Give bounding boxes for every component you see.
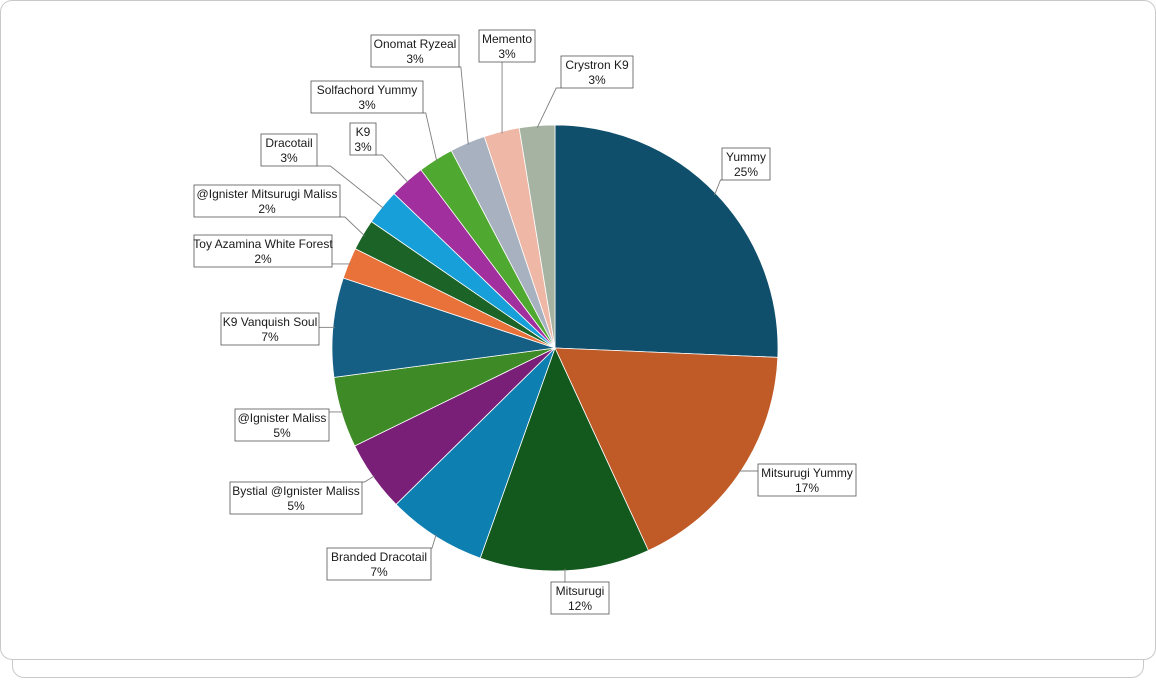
leader-line-yummy xyxy=(714,179,722,196)
data-label-name-branded-dracotail: Branded Dracotail xyxy=(331,550,427,564)
data-label-box-dracotail xyxy=(260,133,318,167)
leader-line-branded-dracotail xyxy=(431,534,437,549)
data-label-pct-mitsurugi: 12% xyxy=(568,599,592,613)
data-label-pct-toy-azamina-white-forest: 2% xyxy=(254,252,272,266)
data-label-name-crystron-k9: Crystron K9 xyxy=(565,58,629,72)
data-label-box-toy-azamina-white-forest xyxy=(193,234,333,268)
data-label-box-ignister-maliss xyxy=(234,408,330,442)
data-label-box-yummy xyxy=(721,147,771,181)
leader-line-bystial-ignister-maliss xyxy=(362,475,375,483)
data-label-box-mitsurugi xyxy=(550,581,610,615)
pie-slice-branded-dracotail xyxy=(395,347,556,559)
data-label-name-mitsurugi-yummy: Mitsurugi Yummy xyxy=(761,466,853,480)
data-label-box-solfachord-yummy xyxy=(310,80,424,114)
data-label-name-memento: Memento xyxy=(482,32,532,46)
data-label-name-bystial-ignister-maliss: Bystial @Ignister Maliss xyxy=(232,484,360,498)
data-label-pct-memento: 3% xyxy=(498,47,516,61)
data-label-name-dracotail: Dracotail xyxy=(265,136,312,150)
data-label-pct-mitsurugi-yummy: 17% xyxy=(795,481,819,495)
data-label-box-onomat-ryzeal xyxy=(370,34,460,68)
data-label-name-toy-azamina-white-forest: Toy Azamina White Forest xyxy=(193,237,333,251)
leader-lines xyxy=(317,62,758,582)
data-label-box-bystial-ignister-maliss xyxy=(229,481,363,515)
pie-slice-crystron-k9 xyxy=(518,124,556,349)
leader-line-k9 xyxy=(376,154,409,183)
data-label-box-crystron-k9 xyxy=(560,55,634,89)
data-label-name-k9: K9 xyxy=(356,125,371,139)
data-label-name-ignister-maliss: @Ignister Maliss xyxy=(238,411,327,425)
data-label-name-ignister-mitsurugi-maliss: @Ignister Mitsurugi Maliss xyxy=(197,187,338,201)
data-label-pct-ignister-maliss: 5% xyxy=(273,426,291,440)
data-label-box-mitsurugi-yummy xyxy=(757,463,857,497)
data-label-pct-yummy: 25% xyxy=(734,165,758,179)
data-label-name-onomat-ryzeal: Onomat Ryzeal xyxy=(374,37,457,51)
pie-slice-mitsurugi-yummy xyxy=(554,347,779,552)
data-label-box-ignister-mitsurugi-maliss xyxy=(193,184,341,218)
data-label-box-memento xyxy=(478,29,536,63)
data-label-pct-k9: 3% xyxy=(354,140,372,154)
data-label-pct-solfachord-yummy: 3% xyxy=(358,98,376,112)
data-label-pct-crystron-k9: 3% xyxy=(588,73,606,87)
data-label-name-solfachord-yummy: Solfachord Yummy xyxy=(317,83,418,97)
data-label-box-k9 xyxy=(349,122,377,156)
data-label-pct-k9-vanquish-soul: 7% xyxy=(261,330,279,344)
data-label-pct-onomat-ryzeal: 3% xyxy=(406,52,424,66)
data-label-pct-ignister-mitsurugi-maliss: 2% xyxy=(258,202,276,216)
data-label-box-k9-vanquish-soul xyxy=(220,312,320,346)
data-label-name-mitsurugi: Mitsurugi xyxy=(556,584,605,598)
data-label-pct-branded-dracotail: 7% xyxy=(370,565,388,579)
data-label-name-k9-vanquish-soul: K9 Vanquish Soul xyxy=(223,315,318,329)
data-label-name-yummy: Yummy xyxy=(726,150,766,164)
leader-line-solfachord-yummy xyxy=(423,112,438,162)
data-label-box-branded-dracotail xyxy=(326,547,432,581)
leader-line-crystron-k9 xyxy=(536,87,561,128)
data-label-pct-dracotail: 3% xyxy=(280,151,298,165)
leader-line-ignister-mitsurugi-maliss xyxy=(340,216,365,237)
data-label-pct-bystial-ignister-maliss: 5% xyxy=(287,499,305,513)
leader-line-dracotail xyxy=(317,165,384,209)
pie-slices xyxy=(331,124,779,572)
leader-line-onomat-ryzeal xyxy=(459,66,469,145)
pie-slice-yummy xyxy=(554,124,779,358)
